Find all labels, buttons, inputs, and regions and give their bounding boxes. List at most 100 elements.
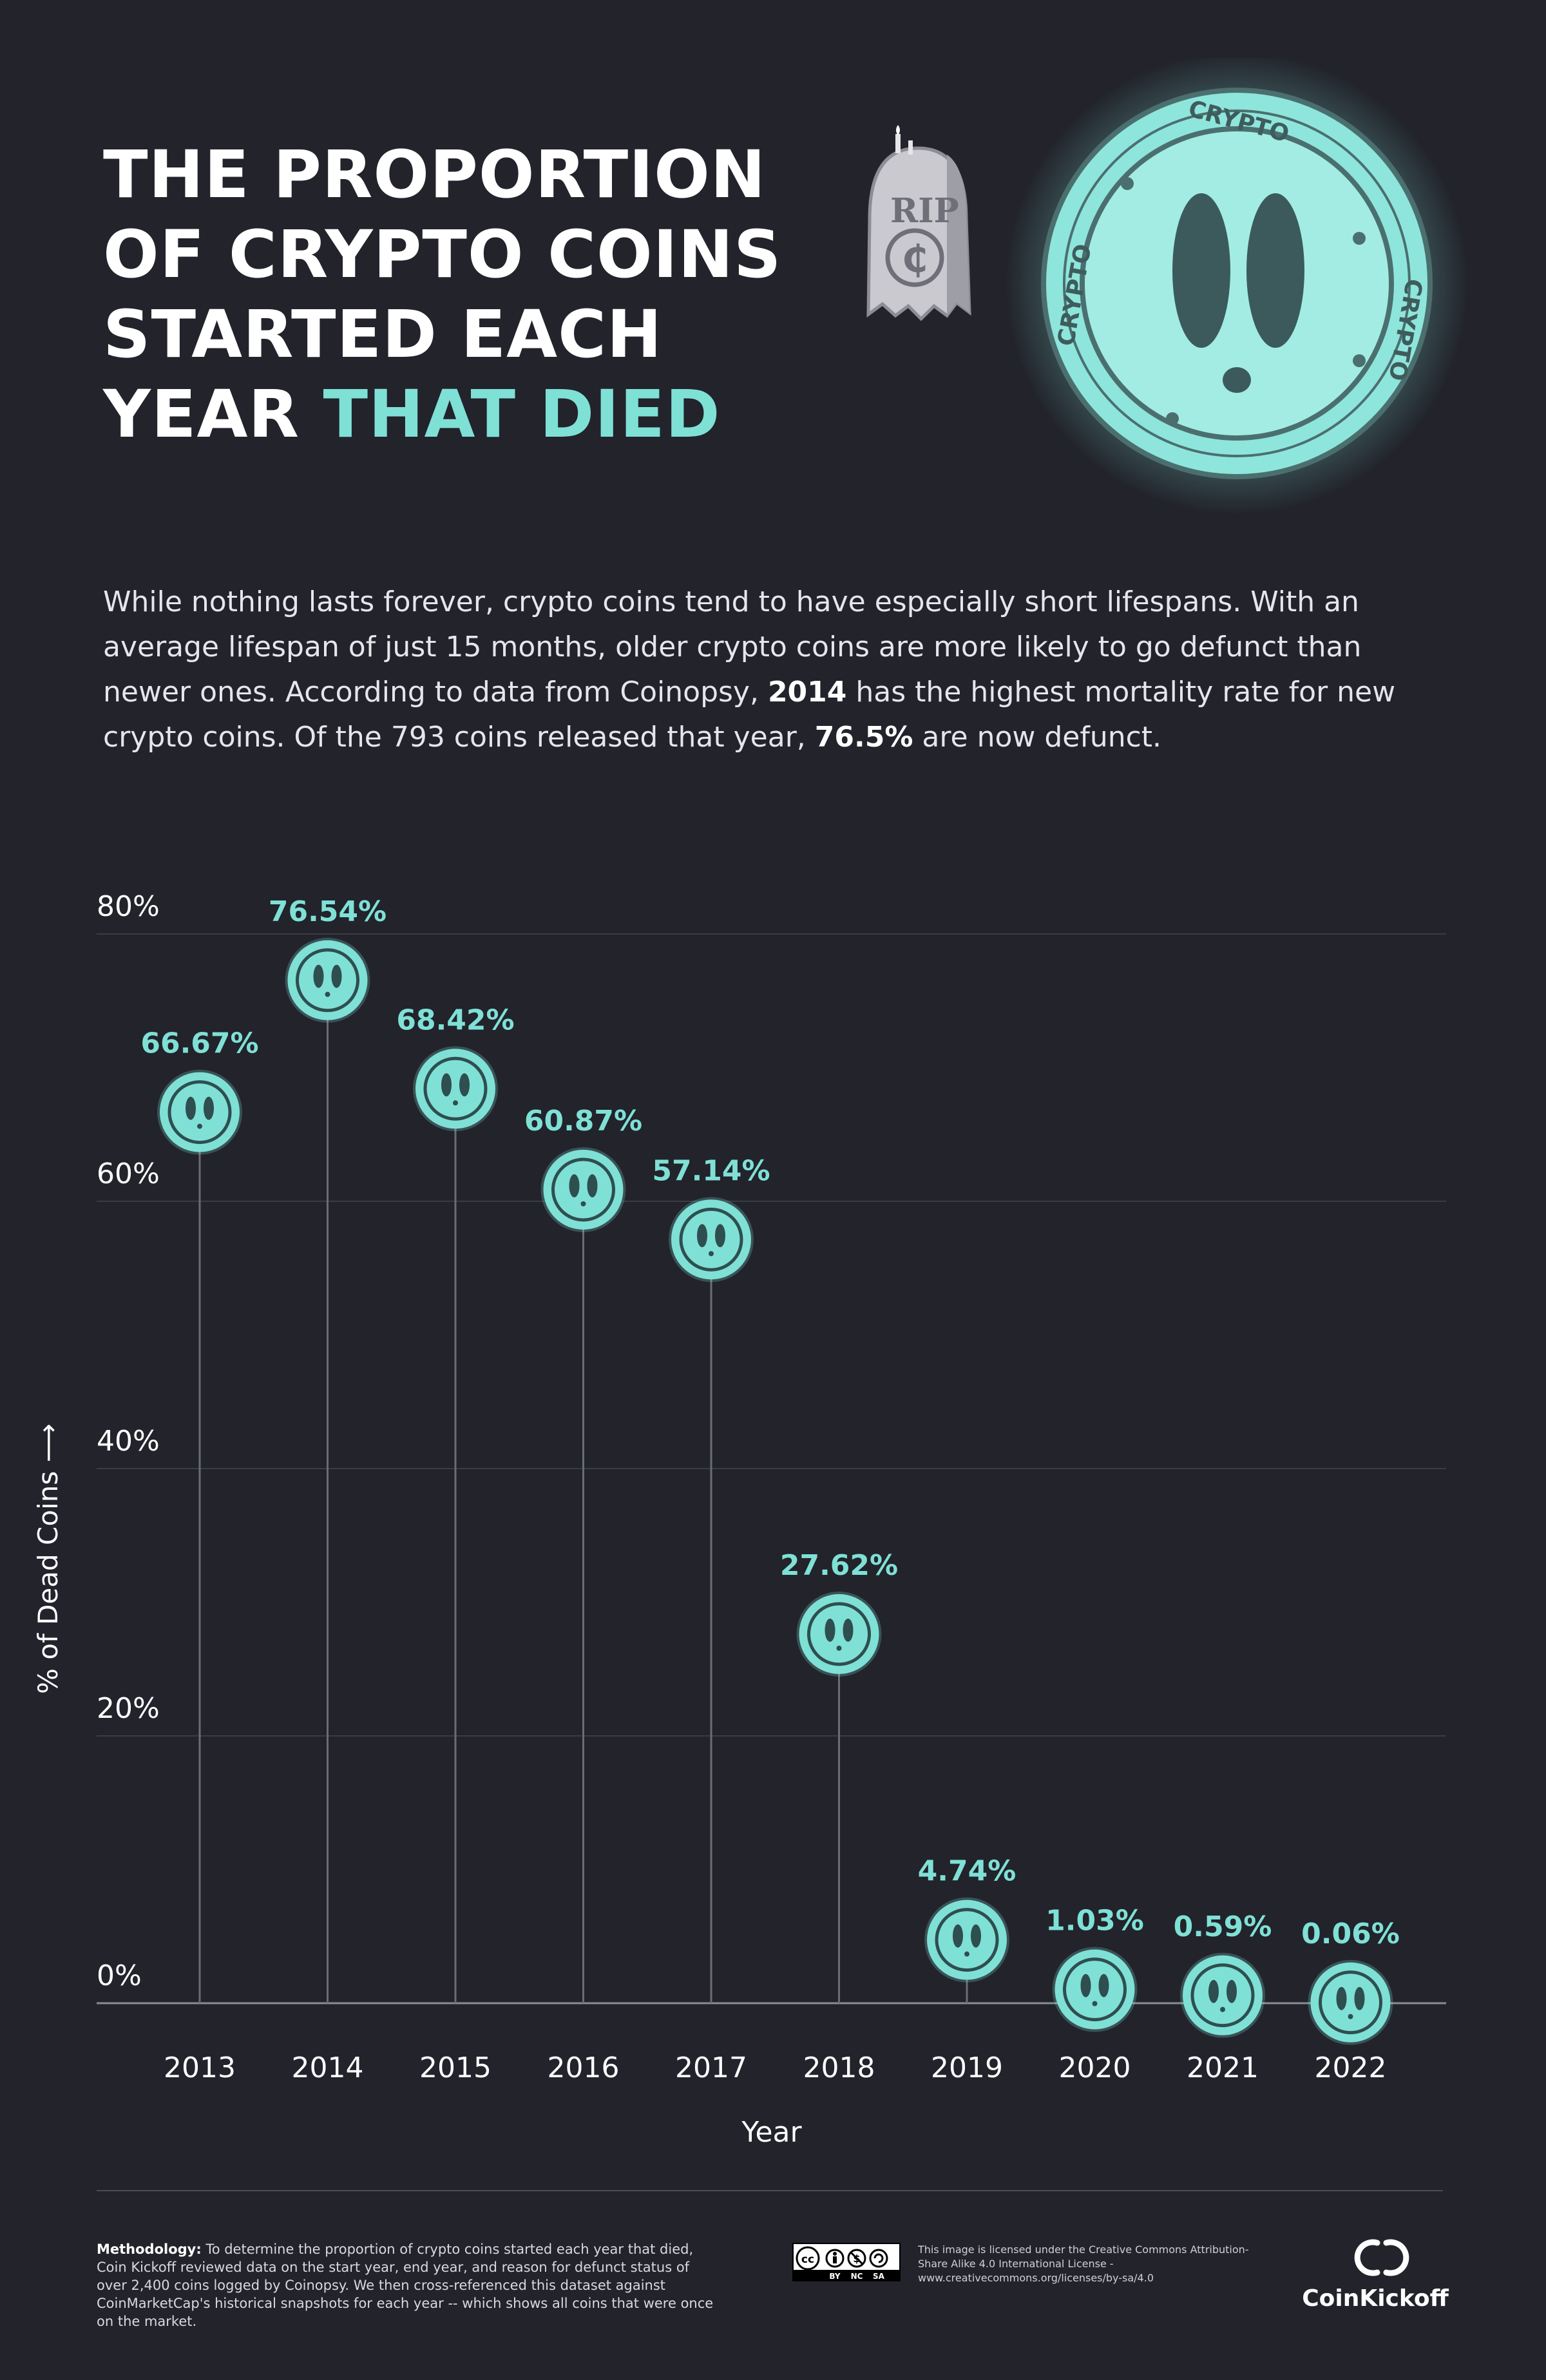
data-label: 0.06% bbox=[1301, 1918, 1400, 1950]
y-axis-label: % of Dead Coins ⟶ bbox=[26, 1269, 77, 1694]
coin-eye-left bbox=[569, 1174, 580, 1197]
brand-name: CoinKickoff bbox=[1302, 2285, 1449, 2312]
coin-mouth bbox=[453, 1100, 458, 1106]
intro-bold-percent: 76.5% bbox=[814, 721, 913, 754]
data-label: 57.14% bbox=[652, 1154, 770, 1187]
data-point bbox=[287, 940, 368, 1020]
coin-mouth bbox=[580, 1201, 586, 1206]
coin-inner-ring bbox=[1319, 1970, 1382, 2035]
data-point bbox=[927, 1899, 1007, 1980]
tombstone-coin-symbol: ₵ bbox=[902, 237, 928, 281]
x-tick-label: 2021 bbox=[1187, 2052, 1259, 2084]
coin-eye-right bbox=[1354, 1986, 1365, 2010]
x-tick-label: 2022 bbox=[1315, 2052, 1387, 2084]
title-accent-part: THAT DIED bbox=[323, 376, 721, 453]
page-title: THE PROPORTION OF CRYPTO COINS STARTED E… bbox=[103, 135, 781, 455]
coin-eye-right bbox=[843, 1618, 854, 1642]
ghost-coin-icon bbox=[285, 937, 370, 1023]
data-point bbox=[415, 1049, 495, 1129]
y-axis-label-text: % of Dead Coins bbox=[32, 1471, 64, 1694]
license-note: This image is licensed under the Creativ… bbox=[918, 2243, 1249, 2284]
methodology-note: Methodology: To determine the proportion… bbox=[97, 2240, 715, 2330]
ghost-coin-icon bbox=[796, 1591, 882, 1677]
y-axis-arrow-icon: ⟶ bbox=[32, 1423, 64, 1463]
sa-arrow-icon bbox=[873, 2253, 884, 2263]
coin-mouth bbox=[197, 1123, 202, 1129]
coin-inner-ring bbox=[423, 1056, 488, 1121]
data-label: 4.74% bbox=[918, 1855, 1016, 1888]
title-plain-part: YEAR bbox=[103, 376, 323, 453]
coin-eye-right bbox=[459, 1073, 470, 1097]
methodology-text: To determine the proportion of crypto co… bbox=[97, 2242, 714, 2329]
coin-mouth bbox=[1348, 2013, 1353, 2019]
coinkickoff-logo-icon bbox=[1354, 2239, 1409, 2276]
cc-mark: cc bbox=[801, 2253, 814, 2266]
coin-eye-right bbox=[204, 1096, 214, 1120]
ghost-coin-icon bbox=[669, 1197, 754, 1282]
coin-inner-ring bbox=[679, 1207, 743, 1271]
coin-inner-ring bbox=[807, 1602, 871, 1666]
coin-eye-right bbox=[1226, 1979, 1237, 2003]
data-point bbox=[1055, 1949, 1135, 2030]
ghost-coin-icon bbox=[1052, 1947, 1138, 2032]
intro-text-1: While nothing lasts forever, crypto coin… bbox=[103, 585, 1362, 709]
x-tick-label: 2013 bbox=[164, 2052, 236, 2084]
chart-area: 0% 20% 40% 60% 80% 66.67% 2013 76.54% 2014 68.42%… bbox=[0, 857, 1546, 2158]
coin-mouth bbox=[1092, 2001, 1098, 2006]
data-label: 0.59% bbox=[1174, 1910, 1272, 1943]
title-line-2: OF CRYPTO COINS bbox=[103, 216, 782, 293]
coin-eye-right bbox=[715, 1224, 725, 1248]
intro-paragraph: While nothing lasts forever, crypto coin… bbox=[103, 580, 1430, 760]
ghost-coin-icon bbox=[1308, 1959, 1393, 2045]
coin-eye-right bbox=[1098, 1974, 1109, 1997]
y-tick-label: 40% bbox=[97, 1425, 160, 1458]
y-tick-label: 0% bbox=[97, 1959, 142, 1992]
ghost-coin-illustration: CRYPTO CRYPTO CRYPTO bbox=[1005, 58, 1469, 515]
coin-eye-left bbox=[953, 1924, 963, 1948]
data-label: 66.67% bbox=[140, 1027, 258, 1060]
x-tick-label: 2015 bbox=[419, 2052, 491, 2084]
coin-eye-right bbox=[971, 1924, 981, 1948]
y-tick-label: 60% bbox=[97, 1157, 160, 1190]
x-tick-label: 2014 bbox=[292, 2052, 364, 2084]
coin-inner-ring bbox=[935, 1908, 999, 1972]
title-line-1: THE PROPORTION bbox=[103, 137, 767, 213]
coin-eye-left bbox=[1080, 1974, 1091, 1997]
coin-inner-ring bbox=[1190, 1963, 1255, 2028]
intro-text-3: are now defunct. bbox=[913, 721, 1162, 754]
data-point bbox=[160, 1072, 240, 1152]
creative-commons-badge: cc $ BY NC SA bbox=[792, 2243, 901, 2281]
title-line-4: YEAR THAT DIED bbox=[103, 375, 781, 455]
coin-eye-left bbox=[313, 964, 324, 988]
tombstone-rip-text: RIP bbox=[890, 191, 959, 231]
footer-divider bbox=[97, 2190, 1443, 2191]
hero-illustration: RIP ₵ CRYPTO CRYPTO CRYPTO bbox=[866, 58, 1469, 515]
tombstone-icon: RIP ₵ bbox=[866, 125, 971, 321]
methodology-label: Methodology: bbox=[97, 2242, 202, 2257]
y-tick-label: 20% bbox=[97, 1692, 160, 1725]
intro-text-2: has the highest mortality rate for new c… bbox=[103, 676, 1396, 754]
data-point bbox=[799, 1594, 879, 1674]
coin-eye-left bbox=[441, 1073, 452, 1097]
cc-sa-label: SA bbox=[873, 2272, 885, 2281]
coinkickoff-logo: CoinKickoff bbox=[1301, 2235, 1449, 2319]
data-point bbox=[671, 1199, 751, 1280]
title-line-3: STARTED EACH bbox=[103, 296, 663, 373]
data-point bbox=[1183, 1955, 1263, 2035]
coin-eye-left bbox=[1336, 1986, 1347, 2010]
coin-inner-ring bbox=[1063, 1957, 1127, 2022]
coin-inner-ring bbox=[167, 1080, 232, 1145]
ghost-coin-icon bbox=[413, 1046, 498, 1132]
intro-bold-year: 2014 bbox=[767, 676, 847, 709]
coin-eye-left bbox=[1208, 1979, 1219, 2003]
coin-eye-left bbox=[825, 1618, 835, 1642]
data-point bbox=[543, 1149, 624, 1230]
cc-by-label: BY bbox=[829, 2272, 840, 2281]
x-tick-label: 2017 bbox=[675, 2052, 747, 2084]
data-label: 1.03% bbox=[1045, 1905, 1144, 1937]
coin-eye-right bbox=[587, 1174, 598, 1197]
dead-coins-chart: 0% 20% 40% 60% 80% 66.67% 2013 76.54% 2014 68.42%… bbox=[97, 890, 1446, 2149]
coin-mouth bbox=[325, 991, 330, 997]
data-label: 76.54% bbox=[269, 895, 386, 928]
coin-eye-left bbox=[186, 1096, 196, 1120]
